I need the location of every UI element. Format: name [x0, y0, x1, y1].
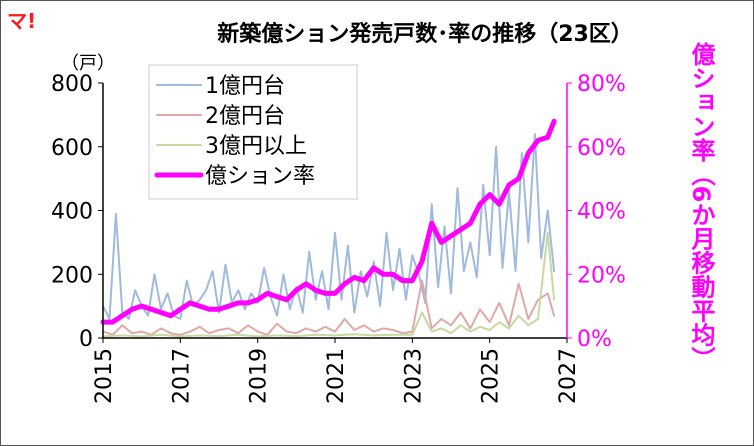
x-tick-label: 2025: [479, 348, 504, 404]
legend-label: 2億円台: [205, 104, 285, 129]
y-left-tick-label: 800: [51, 72, 93, 97]
series-okushon-rate: [100, 118, 557, 325]
logo: マ!: [7, 9, 37, 33]
y-left-tick-label: 200: [51, 263, 93, 288]
series-3oku: [102, 231, 556, 338]
y-left-unit: （戸）: [61, 53, 115, 74]
y-right-label: 億ション率（6か月移動平均）: [687, 41, 716, 371]
x-tick-label: 2015: [92, 348, 117, 404]
y-right-tick-label: 40%: [577, 200, 626, 225]
y-left-tick-label: 600: [51, 136, 93, 161]
y-left-tick-label: 0: [79, 327, 93, 352]
x-tick-label: 2019: [247, 348, 272, 404]
x-tick-label: 2023: [401, 348, 426, 404]
legend-label: 億ション率: [205, 164, 315, 189]
series-2oku: [102, 279, 556, 336]
y-right-tick-label: 20%: [577, 263, 626, 288]
y-left-tick-label: 400: [51, 200, 93, 225]
y-right-tick-label: 0%: [577, 327, 612, 352]
x-tick-label: 2017: [169, 348, 194, 404]
y-right-tick-label: 60%: [577, 136, 626, 161]
chart-title: 新築億ション発売戸数･率の推移（23区）: [217, 21, 633, 47]
y-right-tick-label: 80%: [577, 72, 626, 97]
series-1oku: [102, 133, 556, 320]
legend-label: 1億円台: [205, 74, 285, 99]
x-tick-label: 2021: [324, 348, 349, 404]
legend-label: 3億円以上: [205, 134, 307, 159]
x-tick-label: 2027: [556, 348, 581, 404]
